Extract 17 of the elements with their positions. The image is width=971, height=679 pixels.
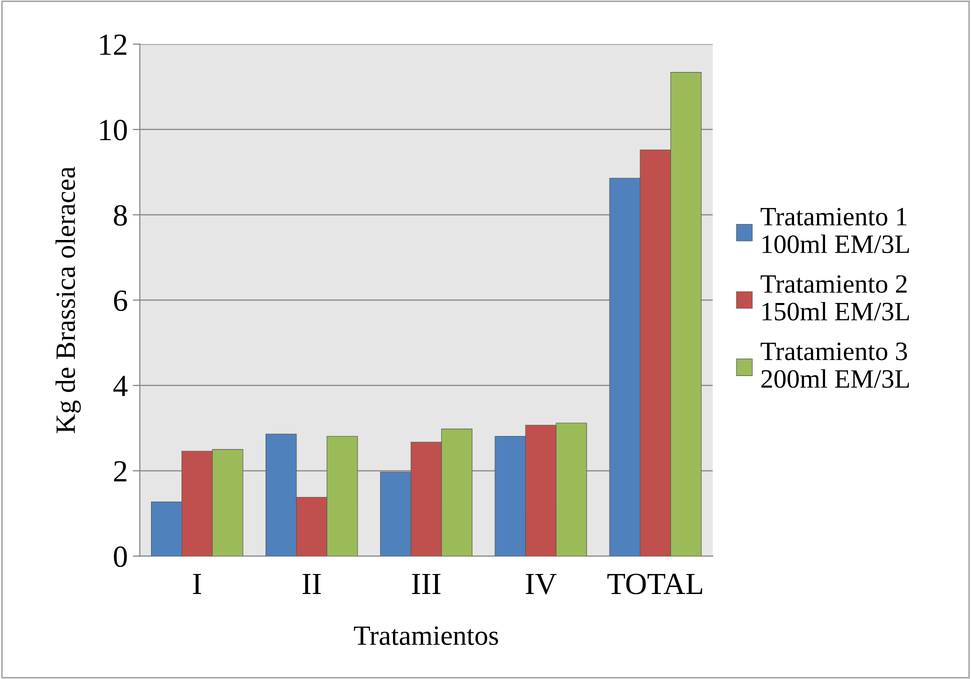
legend-label: Tratamiento 2 150ml EM/3L (760, 275, 909, 321)
x-tick-label: TOTAL (607, 574, 702, 594)
y-axis-title: Kg de Brassica oleracea (56, 166, 81, 434)
y-tick-label: 2 (114, 461, 126, 482)
x-tick-label: IV (526, 574, 557, 594)
y-tick-label: 4 (113, 376, 128, 396)
x-axis-title: Tratamientos (354, 626, 498, 646)
y-tick-label: 8 (114, 205, 127, 226)
legend-label: Tratamiento 3 200ml EM/3L (760, 342, 909, 388)
legend-label: Tratamiento 1 100ml EM/3L (760, 208, 909, 254)
y-tick-label: 12 (100, 34, 126, 55)
y-tick-label: 10 (100, 120, 127, 140)
x-tick-label: I (193, 574, 202, 594)
x-tick-label: III (412, 574, 440, 594)
x-tick-label: II (302, 574, 321, 594)
y-tick-label: 6 (114, 290, 128, 312)
y-tick-label: 0 (114, 546, 127, 568)
